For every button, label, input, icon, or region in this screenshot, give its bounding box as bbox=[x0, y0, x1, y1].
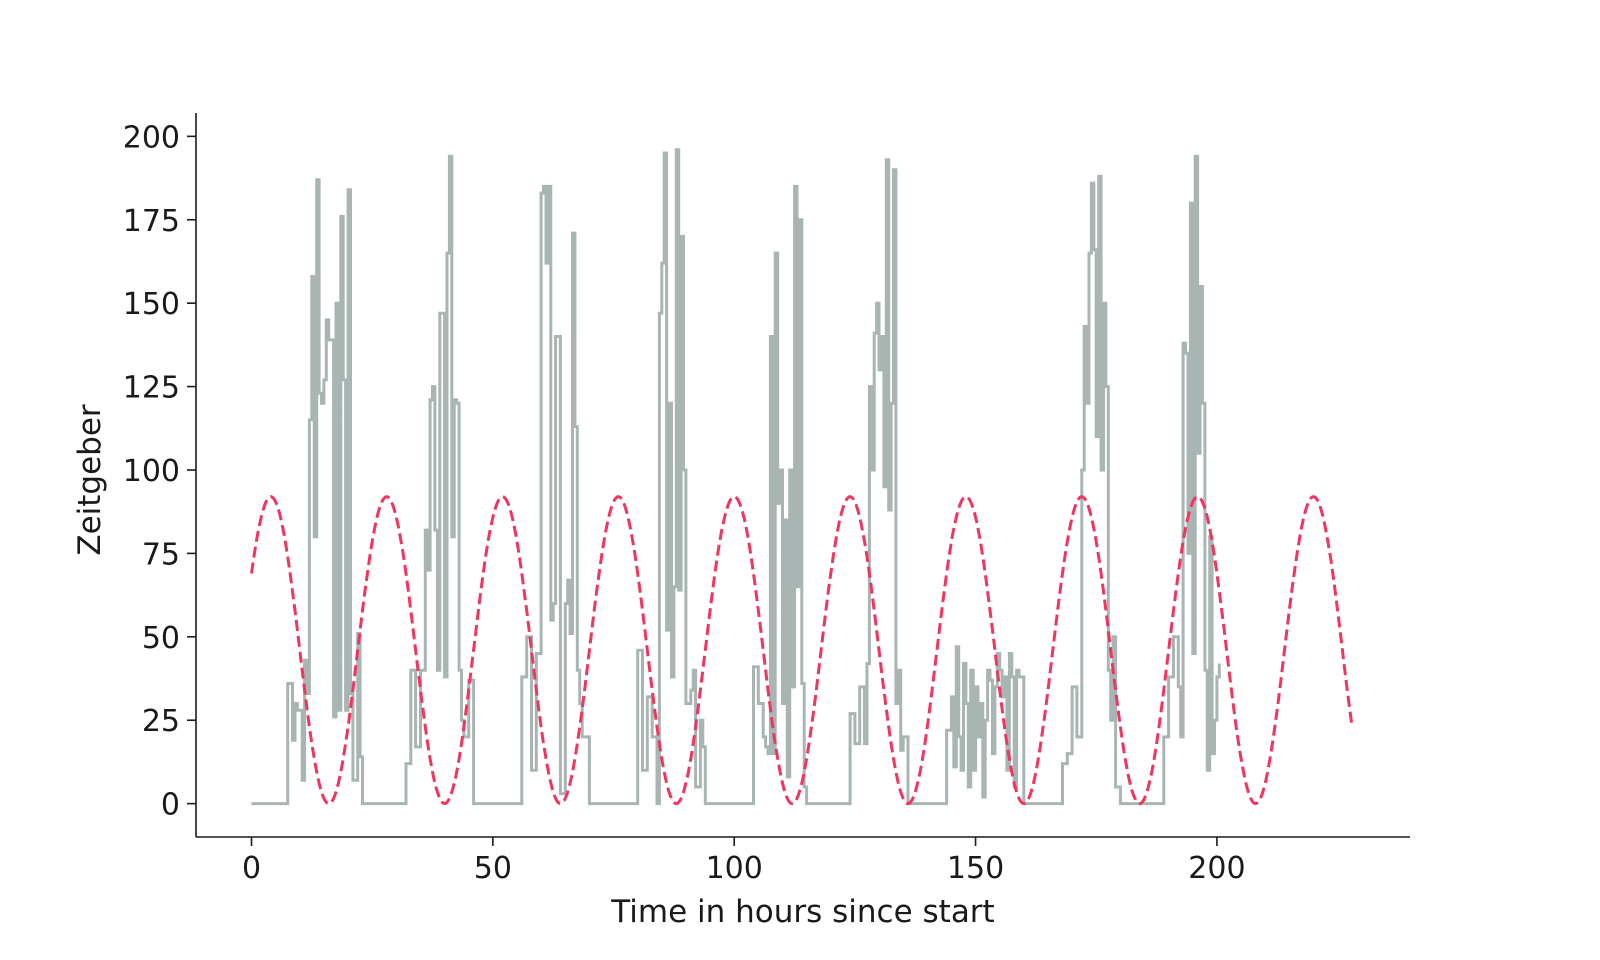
x-axis-title: Time in hours since start bbox=[610, 894, 994, 930]
y-tick-label: 25 bbox=[142, 704, 180, 739]
x-tick-label: 0 bbox=[242, 851, 261, 886]
y-tick-label: 50 bbox=[142, 621, 180, 656]
y-tick-label: 100 bbox=[123, 454, 180, 489]
series-activity-step-line bbox=[251, 148, 1221, 806]
series-zeitgeber-sine-line bbox=[250, 495, 1354, 806]
x-tick-label: 50 bbox=[474, 851, 512, 886]
y-tick-label: 75 bbox=[142, 537, 180, 572]
y-axis-title: Zeitgeber bbox=[72, 404, 108, 556]
y-tick-label: 175 bbox=[123, 204, 180, 239]
axes: 0 50 100 150 200 0 25 50 75 100 125 150 175 200 bbox=[123, 113, 1410, 886]
y-tick-label: 0 bbox=[161, 788, 180, 823]
x-tick-label: 200 bbox=[1188, 851, 1245, 886]
y-tick-label: 200 bbox=[123, 120, 180, 155]
y-tick-label: 150 bbox=[123, 287, 180, 322]
x-tick-label: 150 bbox=[947, 851, 1004, 886]
x-tick-label: 100 bbox=[706, 851, 763, 886]
y-tick-label: 125 bbox=[123, 371, 180, 406]
plot-area bbox=[250, 148, 1354, 806]
